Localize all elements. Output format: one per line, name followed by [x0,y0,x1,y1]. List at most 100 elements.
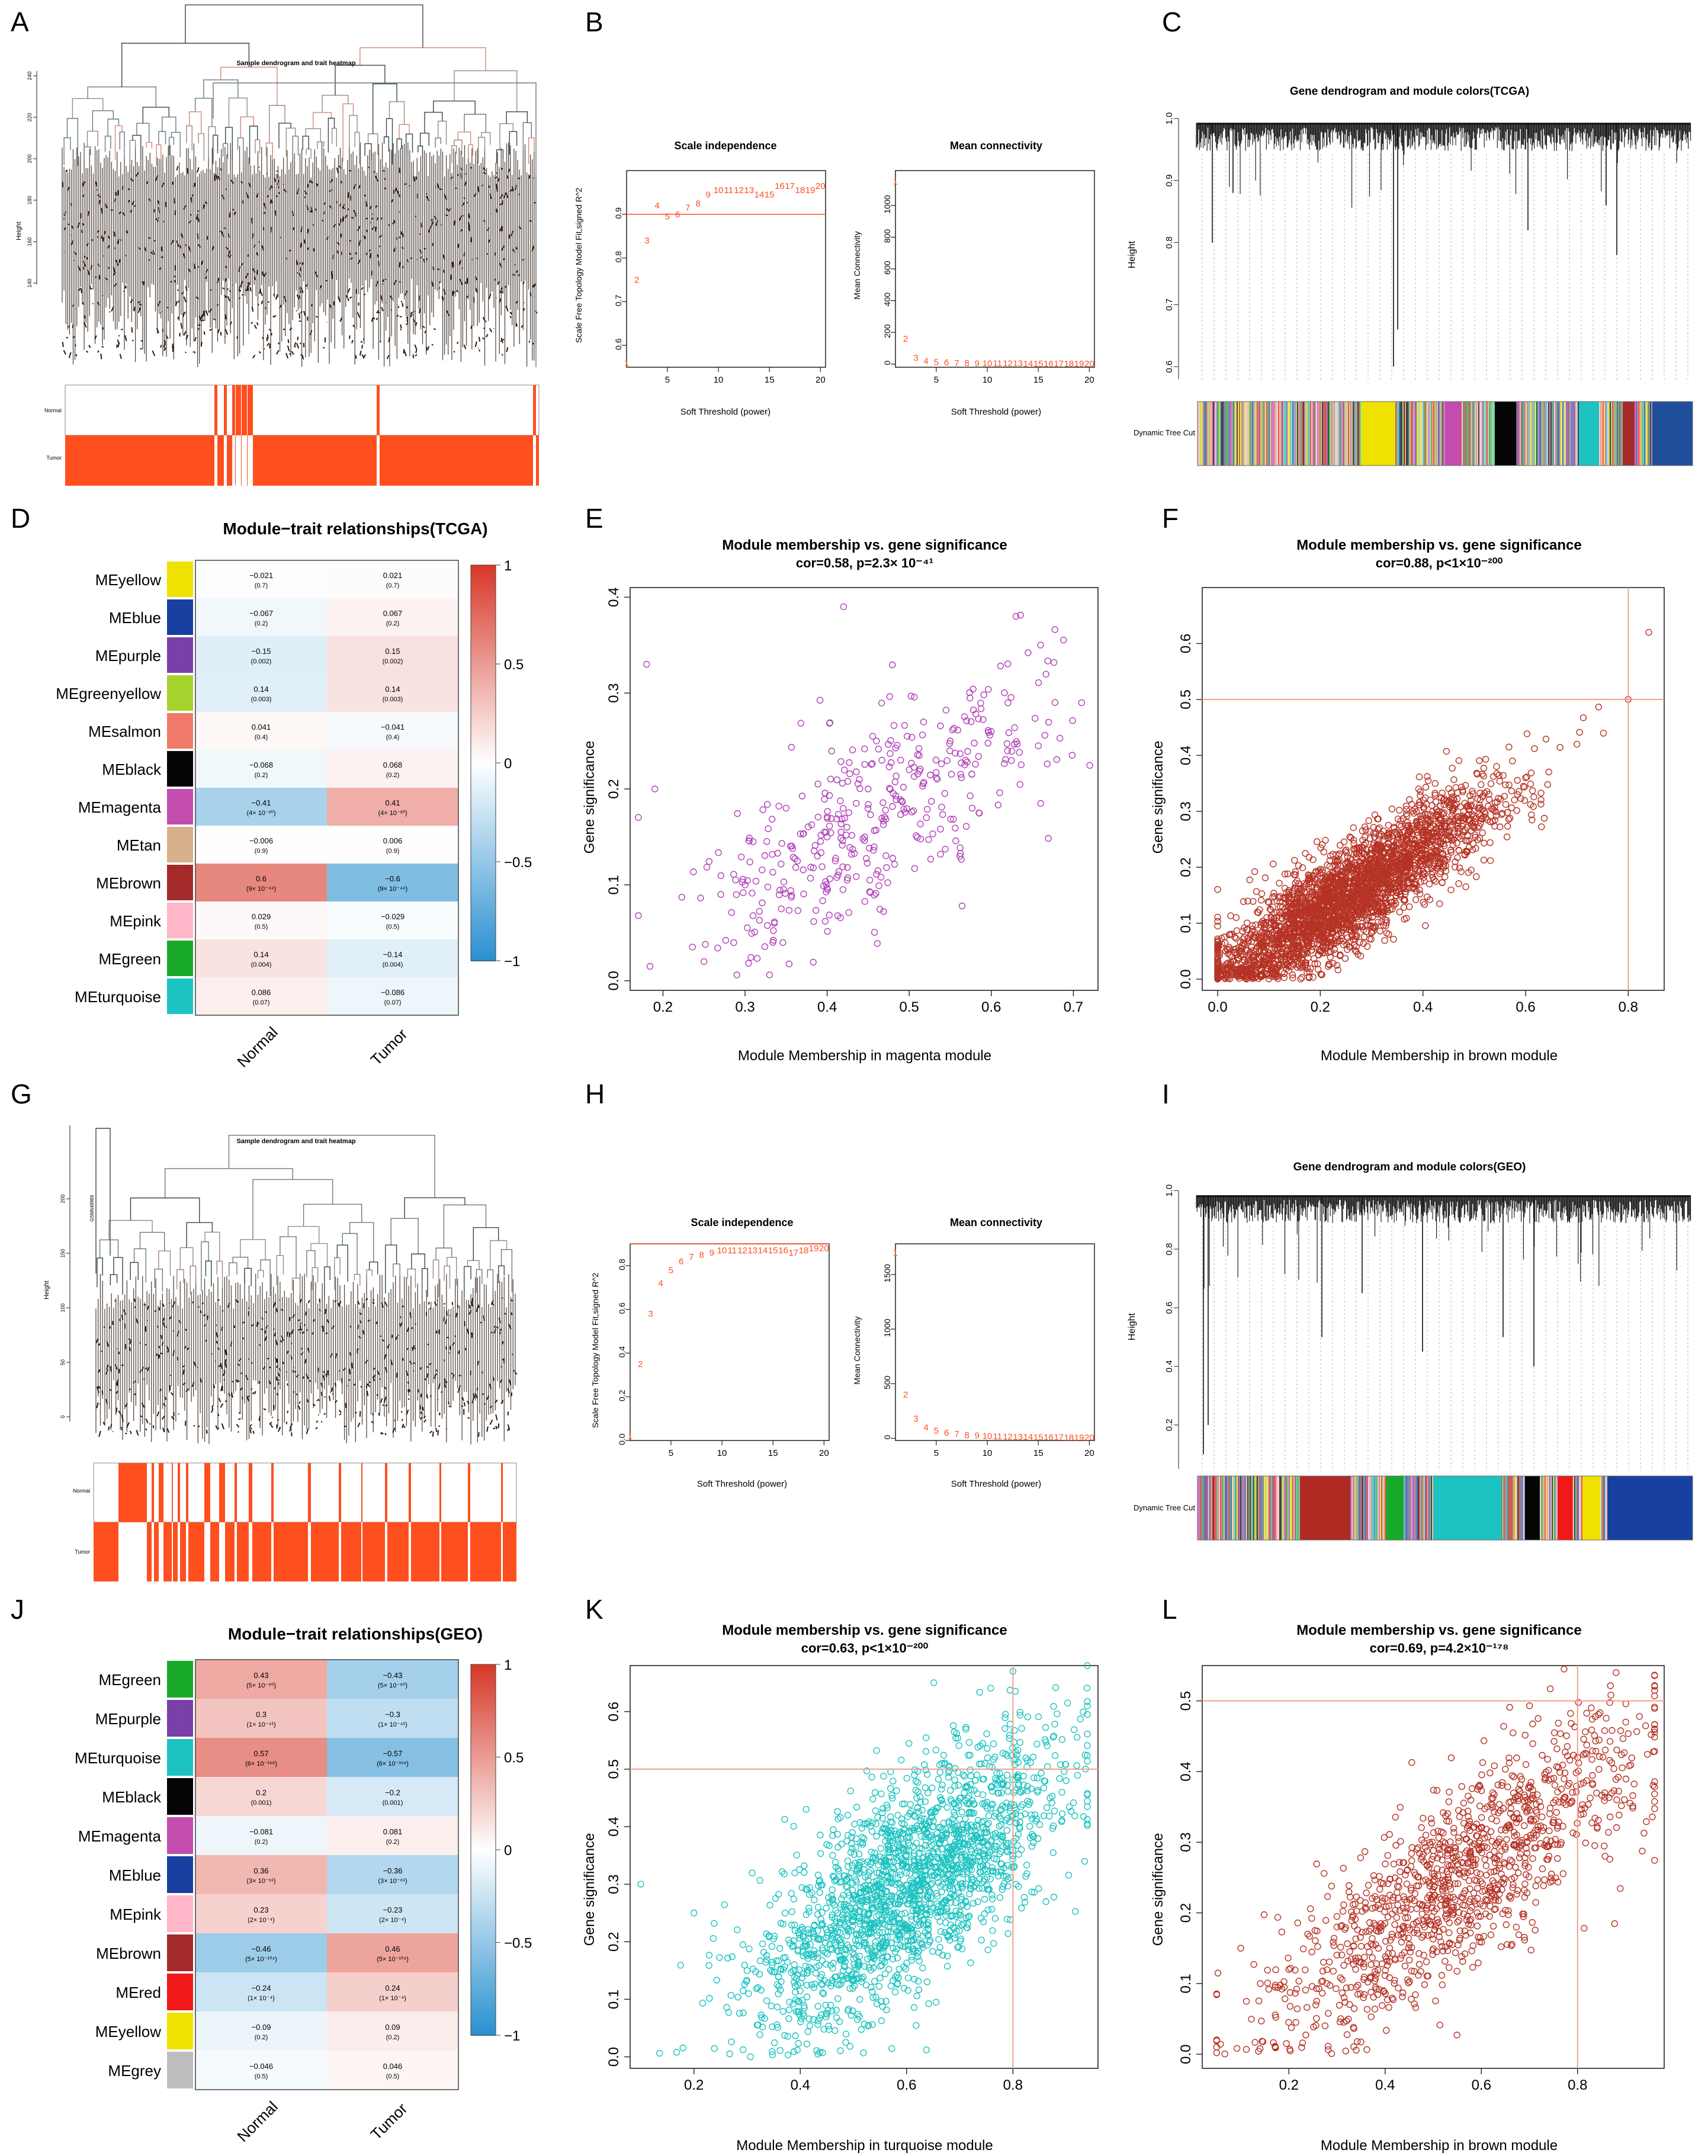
panel-d-legend-step [471,818,496,823]
panel-j-legend-step [471,1820,496,1825]
panel-d-cell-pvalue: (0.4) [386,734,400,741]
panel-j-legend-step [471,1946,496,1951]
panel-f-ylabel: Gene significance [1150,741,1166,854]
panel-c-colorbar-stripe [1208,402,1209,466]
panel-c-colorbar-stripe [1265,402,1266,466]
panel-c-colorbar-stripe [1205,402,1206,466]
b-left-power-label: 15 [765,190,775,200]
panel-i-colorbar-stripe [1244,1476,1245,1540]
panel-d-title: Module−trait relationships(TCGA) [223,519,487,538]
panel-c-colorbar-stripe [1439,402,1440,466]
panel-c-colorbar-stripe [1568,402,1569,466]
panel-i-colorbar-stripe [1256,1476,1257,1540]
panel-i-colorbar-stripe [1264,1476,1265,1540]
panel-i-colorbar-stripe [1407,1476,1408,1540]
panel-c-colorbar-stripe [1220,402,1221,466]
panel-c-colorbar-stripe [1349,402,1350,466]
panel-c-colorbar-stripe [1475,402,1476,466]
h-left-frame [630,1243,830,1441]
panel-d-legend-step [471,787,496,791]
panel-d-row-label: MEgreen [99,950,162,968]
panel-i-colorbar-stripe [1257,1476,1258,1540]
panel-f-xlabel: Module Membership in brown module [1321,1048,1558,1064]
panel-j-legend-step [471,2027,496,2032]
panel-j-legend-step [471,1734,496,1740]
b-right-power-label: 19 [1074,359,1084,369]
panel-i-colorbar-stripe [1205,1476,1206,1540]
panel-j-cell-pvalue: (0.001) [383,1799,403,1807]
panel-i-colorbar-stripe [1266,1476,1267,1540]
panel-c-colorbar-stripe [1547,402,1548,466]
panel-i-colorbar-stripe [1245,1476,1246,1540]
panel-c-colorbar-stripe [1277,402,1278,466]
panel-c-colorbar-stripe [1558,402,1559,466]
panel-i-colorbar-stripe [1228,1476,1229,1540]
panel-c-colorbar-stripe [1291,402,1292,466]
panel-i-colorbar-stripe [1269,1476,1270,1540]
panel-c-colorbar-stripe [1335,402,1336,466]
panel-d-cell-pvalue: (0.002) [251,658,272,665]
panel-d-row-label: MEpurple [95,647,161,665]
panel-j-legend-step [471,1724,496,1728]
panel-j-legend-step [471,1675,496,1680]
panel-c-colorbar-stripe [1229,402,1231,466]
panel-j-cell [195,1972,327,2011]
panel-c-colorbar-stripe [1567,402,1568,466]
panel-j-cell-value: −0.24 [252,1984,271,1993]
panel-j-legend-label: −0.5 [504,1936,532,1952]
panel-i-colorbar-stripe [1573,1476,1574,1540]
panel-c-colorbar-stripe [1396,402,1398,466]
panel-d-legend-step [471,592,496,598]
panel-c-colorbar-stripe [1494,402,1495,466]
panel-c-colorbar-stripe [1227,402,1228,466]
panel-c-colorbar-stripe [1540,402,1541,466]
panel-c-colorbar-stripe [1293,402,1295,466]
panel-c-colorbar-stripe [1573,402,1574,466]
panel-c-colorbar-stripe [1288,402,1289,466]
panel-g-dendrogram [95,1128,518,1445]
panel-c-colorbar-stripe [1642,402,1643,466]
panel-f-xtick-label: 0.2 [1311,999,1330,1015]
dendrogram-branches [108,1220,508,1297]
panel-d-legend-step [471,672,496,677]
panel-g-normal-sample [178,1463,180,1522]
panel-c-colorbar-stripe [1518,402,1520,466]
panel-d-cell [195,901,327,939]
panel-c-colorbar-stripe [1197,402,1199,466]
h-right-power-label: 3 [913,1414,918,1424]
panel-a-normal-sample [250,385,253,435]
panel-j-legend-step [471,1694,496,1699]
panel-letter-c: C [1162,7,1182,37]
panel-c-colorbar-stripe [1334,402,1335,466]
panel-i-colorbar-stripe [1252,1476,1253,1540]
panel-d-cell [327,636,458,674]
panel-i-colorbar-stripe [1233,1476,1234,1540]
panel-j-cell-value: 0.43 [253,1671,268,1680]
panel-j-cell-value: −0.43 [383,1671,403,1680]
panel-j-legend-step [471,1698,496,1702]
h-right-xtick-label: 5 [934,1448,939,1458]
panel-k: Module membership vs. gene significance … [582,1622,1099,2154]
panel-i-colorbar-stripe [1552,1476,1553,1540]
panel-i-colorbar-stripe [1279,1476,1280,1540]
panel-c-colorbar-stripe [1252,402,1253,466]
panel-d-legend-step [471,834,496,839]
panel-h-left-xlabel: Soft Threshold (power) [697,1479,787,1489]
h-right-power-label: 7 [954,1429,959,1439]
panel-d-legend-step [471,608,496,614]
panel-j-cell-value: 0.36 [253,1866,268,1875]
panel-i-colorbar-stripe [1259,1476,1260,1540]
panel-c-colorbar-stripe [1238,402,1239,466]
panel-i-colorbar-stripe [1225,1476,1226,1540]
panel-i-branches [1196,1196,1691,1289]
panel-i-colorbar-stripe [1605,1476,1606,1540]
panel-j-legend-step [471,1990,496,1995]
h-left-power-label: 8 [699,1250,704,1260]
panel-d-cell-pvalue: (0.002) [383,658,403,665]
panel-i-colorbar-stripe [1247,1476,1248,1540]
panel-j-legend-step [471,1805,496,1810]
panel-d-cell [195,674,327,712]
panel-i-colorbar-stripe [1285,1476,1286,1540]
panel-j-cell-value: −0.3 [385,1710,400,1719]
panel-j-legend-step [471,1727,496,1732]
